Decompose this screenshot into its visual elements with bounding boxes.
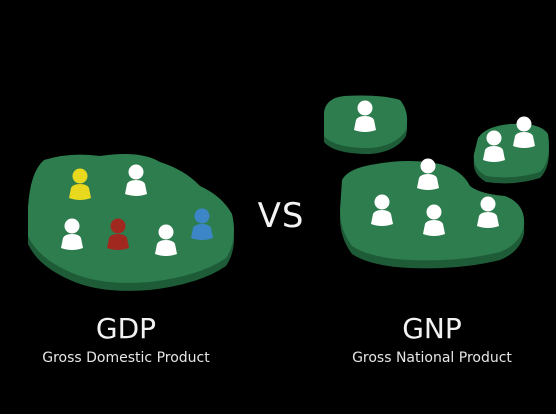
gdp-abbreviation: GDP — [95, 312, 157, 345]
versus-label: VS — [257, 196, 305, 236]
gnp-full-name: Gross National Product — [352, 350, 512, 366]
gnp-abbreviation: GNP — [402, 312, 462, 345]
gdp-full-name: Gross Domestic Product — [42, 350, 210, 366]
